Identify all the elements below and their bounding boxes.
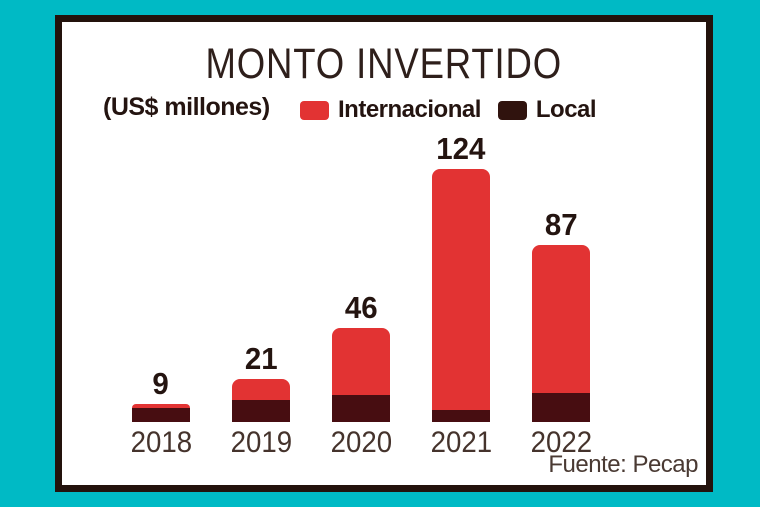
bar-segment-local [532, 393, 590, 422]
bar-segment-local [332, 395, 390, 422]
internacional-swatch-icon [300, 100, 329, 120]
x-tick-label: 2022 [530, 426, 592, 459]
bar-segment-international [232, 379, 290, 400]
legend-label-internacional: Internacional [338, 96, 481, 123]
bar-2018 [132, 403, 190, 422]
bar-segment-international [532, 244, 590, 394]
bar-segment-local [132, 407, 190, 422]
bar-group-2021: 124 [411, 133, 511, 422]
bar-2021 [432, 169, 490, 422]
bar-group-2019: 21 [211, 343, 311, 422]
legend-item-internacional: Internacional [300, 96, 481, 124]
x-tick-2021: 2021 [411, 428, 511, 458]
bar-group-2022: 87 [511, 209, 611, 422]
bar-2022 [532, 244, 590, 422]
x-tick-label: 2019 [230, 426, 292, 459]
source-credit: Fuente: Pecap [548, 451, 698, 478]
bar-value-label: 21 [244, 341, 278, 377]
infographic-card: MONTO INVERTIDO (US$ millones) Internaci… [55, 15, 713, 492]
x-tick-label: 2021 [430, 426, 492, 459]
x-tick-2018: 2018 [111, 428, 211, 458]
bar-2019 [232, 379, 290, 422]
legend: Internacional Local [300, 96, 597, 124]
bar-value-label: 9 [152, 365, 170, 401]
bar-value-label: 124 [436, 131, 486, 167]
bar-segment-international [332, 328, 390, 396]
x-tick-label: 2020 [330, 426, 392, 459]
bar-2020 [332, 328, 390, 422]
x-tick-2019: 2019 [211, 428, 311, 458]
legend-label-local: Local [535, 96, 597, 123]
units-label: (US$ millones) [103, 93, 270, 121]
bar-segment-local [432, 409, 490, 422]
x-tick-2020: 2020 [311, 428, 411, 458]
bar-group-2020: 46 [311, 292, 411, 422]
bar-value-label: 87 [544, 206, 578, 242]
bar-segment-local [232, 399, 290, 422]
title-wrap: MONTO INVERTIDO [62, 40, 706, 89]
legend-item-local: Local [497, 96, 597, 124]
bar-segment-international [432, 169, 490, 410]
bar-value-label: 46 [344, 290, 378, 326]
x-tick-2022: 2022 [511, 428, 611, 458]
bar-chart: 9 21 46 124 [111, 132, 611, 422]
x-axis-labels: 2018 2019 2020 2021 2022 [111, 428, 611, 458]
bar-group-2018: 9 [111, 368, 211, 422]
chart-title: MONTO INVERTIDO [205, 40, 563, 88]
x-tick-label: 2018 [130, 426, 192, 459]
local-swatch-icon [497, 100, 527, 120]
bar-segment-international [132, 403, 190, 408]
